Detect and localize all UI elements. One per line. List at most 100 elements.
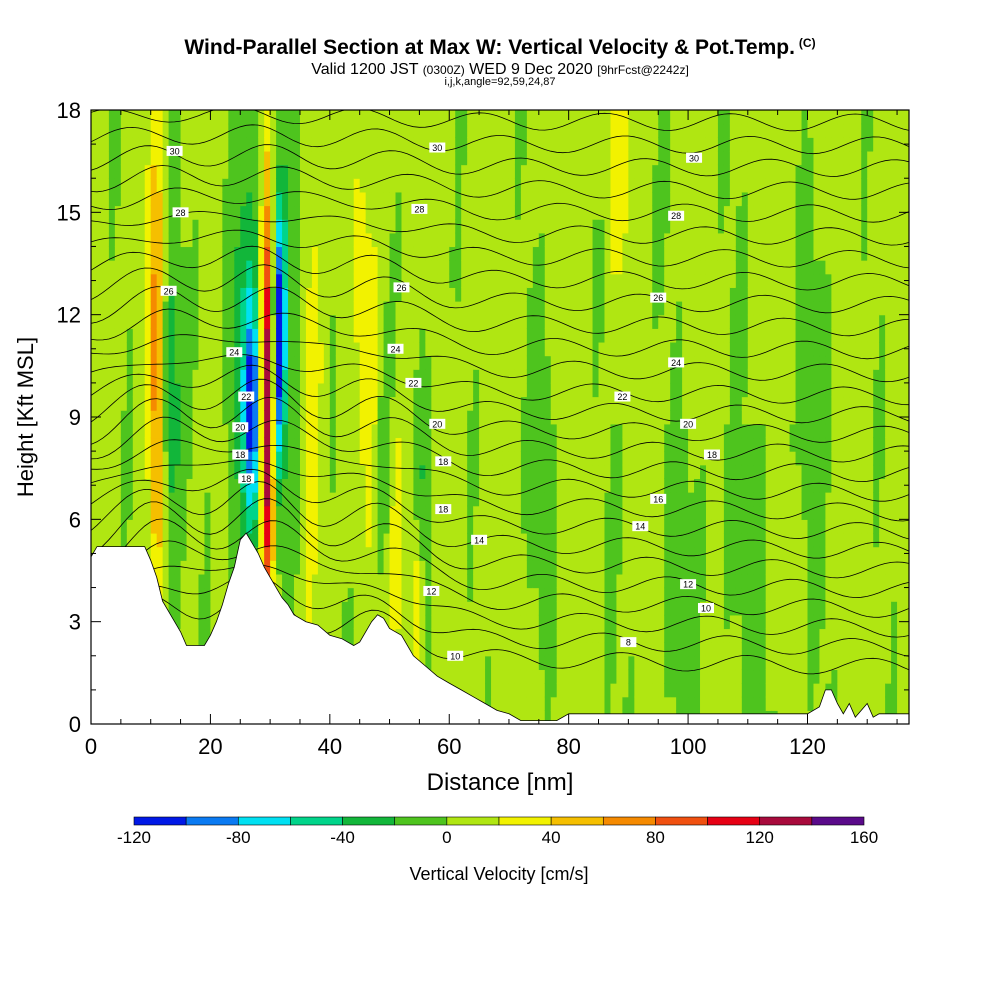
field-cell — [520, 191, 528, 207]
field-cell — [102, 464, 110, 479]
field-cell — [723, 178, 731, 193]
field-cell — [419, 478, 426, 493]
field-cell — [526, 123, 534, 138]
field-cell — [335, 437, 343, 452]
field-cell — [347, 123, 355, 138]
field-cell — [735, 205, 743, 220]
field-cell — [186, 382, 194, 398]
field-cell — [556, 164, 564, 179]
field-cell — [544, 410, 552, 425]
field-cell — [640, 164, 647, 179]
field-cell — [461, 273, 468, 288]
field-cell — [174, 532, 182, 548]
field-cell — [359, 205, 367, 220]
field-cell — [186, 505, 194, 520]
field-cell — [252, 219, 259, 234]
field-cell — [252, 423, 259, 439]
field-cell — [682, 205, 689, 220]
field-cell — [114, 492, 122, 507]
field-cell — [305, 601, 313, 616]
field-cell — [299, 505, 307, 520]
field-cell — [174, 573, 182, 589]
field-cell — [102, 328, 110, 343]
field-cell — [234, 150, 241, 166]
field-cell — [258, 205, 265, 220]
field-cell — [514, 246, 522, 261]
field-cell — [299, 410, 307, 425]
field-cell — [598, 123, 606, 138]
field-cell — [485, 519, 492, 534]
field-cell — [419, 410, 426, 425]
field-cell — [449, 369, 456, 384]
field-cell — [538, 696, 546, 711]
field-cell — [288, 287, 295, 302]
field-cell — [491, 410, 498, 425]
field-cell — [353, 437, 361, 452]
field-cell — [479, 341, 486, 357]
field-cell — [556, 601, 564, 616]
field-cell — [359, 451, 367, 466]
field-cell — [568, 314, 576, 329]
field-cell — [544, 205, 552, 220]
field-cell — [365, 314, 373, 329]
field-cell — [526, 205, 534, 220]
field-cell — [610, 410, 618, 425]
field-cell — [604, 573, 612, 589]
field-cell — [741, 178, 749, 193]
field-cell — [282, 314, 289, 329]
field-cell — [473, 137, 480, 152]
field-cell — [180, 123, 188, 138]
field-cell — [437, 328, 444, 343]
field-cell — [622, 696, 629, 711]
field-cell — [413, 191, 420, 207]
field-cell — [228, 110, 235, 125]
field-cell — [305, 205, 313, 220]
field-cell — [311, 410, 319, 425]
field-cell — [556, 683, 564, 698]
field-cell — [741, 655, 749, 671]
field-cell — [473, 669, 480, 684]
field-cell — [741, 560, 749, 575]
field-cell — [634, 355, 641, 370]
field-cell — [711, 232, 719, 248]
field-cell — [150, 301, 158, 316]
field-cell — [311, 273, 319, 288]
field-cell — [210, 314, 217, 329]
field-cell — [449, 123, 456, 138]
field-cell — [544, 301, 552, 316]
field-cell — [610, 601, 618, 616]
field-cell — [317, 451, 325, 466]
field-cell — [682, 314, 689, 329]
field-cell — [580, 587, 588, 602]
field-cell — [568, 519, 576, 534]
field-cell — [502, 287, 510, 302]
field-cell — [150, 110, 158, 125]
field-cell — [562, 260, 570, 275]
field-cell — [425, 464, 432, 479]
field-cell — [335, 587, 343, 602]
field-cell — [91, 110, 98, 125]
field-cell — [485, 369, 492, 384]
field-cell — [592, 382, 600, 398]
field-cell — [317, 423, 325, 439]
field-cell — [323, 301, 331, 316]
field-cell — [502, 560, 510, 575]
field-cell — [365, 492, 373, 507]
field-cell — [449, 164, 456, 179]
field-cell — [532, 696, 540, 711]
field-cell — [383, 464, 391, 479]
field-cell — [120, 164, 128, 179]
field-cell — [252, 328, 259, 343]
field-cell — [252, 505, 259, 520]
field-cell — [204, 123, 212, 138]
field-cell — [479, 382, 486, 398]
field-cell — [508, 683, 516, 698]
field-cell — [276, 219, 283, 234]
field-cell — [317, 260, 325, 275]
field-cell — [437, 123, 444, 138]
field-cell — [437, 492, 444, 507]
field-cell — [108, 314, 116, 329]
field-cell — [126, 505, 134, 520]
field-cell — [628, 396, 635, 411]
field-cell — [377, 519, 385, 534]
